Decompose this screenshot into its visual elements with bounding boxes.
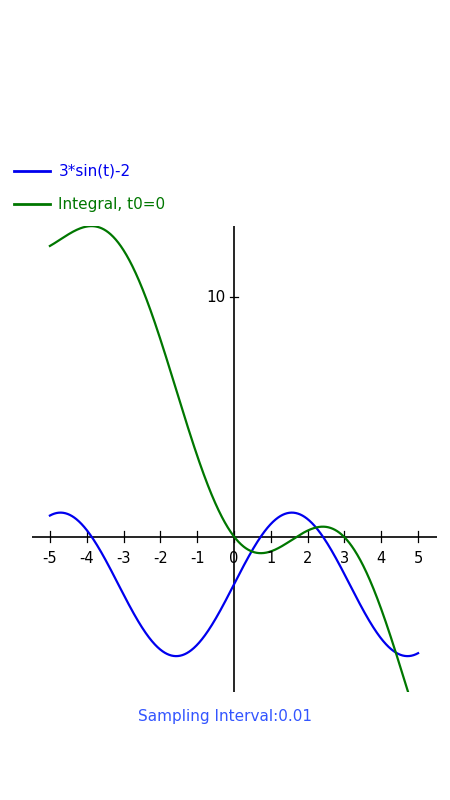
Text: ⚙: ⚙: [261, 58, 279, 77]
Text: 2: 2: [303, 550, 312, 566]
Text: ○: ○: [214, 758, 236, 782]
Text: FREQUENCY: FREQUENCY: [272, 113, 376, 128]
Text: 3*sin(t)-2: 3*sin(t)-2: [58, 163, 130, 178]
Text: ◉: ◉: [189, 58, 207, 77]
Text: □: □: [327, 760, 348, 780]
Text: y(t): y(t): [103, 58, 140, 78]
Text: Sampling Interval:0.01: Sampling Interval:0.01: [138, 709, 312, 723]
Text: -1: -1: [190, 550, 204, 566]
Text: 5: 5: [414, 550, 423, 566]
Text: ?: ?: [381, 58, 393, 78]
Text: -5: -5: [43, 550, 57, 566]
Text: T: T: [106, 111, 119, 130]
Text: ≡: ≡: [26, 55, 46, 79]
Text: -3: -3: [116, 550, 131, 566]
Text: 04:43: 04:43: [396, 13, 432, 22]
Text: 1: 1: [266, 550, 275, 566]
Text: -4: -4: [79, 550, 94, 566]
Text: 0: 0: [230, 550, 238, 566]
Text: 3: 3: [340, 550, 349, 566]
Text: ⋮: ⋮: [417, 58, 438, 78]
Text: ☜: ☜: [325, 58, 341, 76]
Text: -2: -2: [153, 550, 168, 566]
Text: Integral, t0=0: Integral, t0=0: [58, 197, 166, 212]
Text: 10: 10: [206, 290, 225, 305]
Text: 70%: 70%: [302, 13, 324, 22]
Text: 4: 4: [377, 550, 386, 566]
Text: ◁: ◁: [103, 758, 122, 782]
